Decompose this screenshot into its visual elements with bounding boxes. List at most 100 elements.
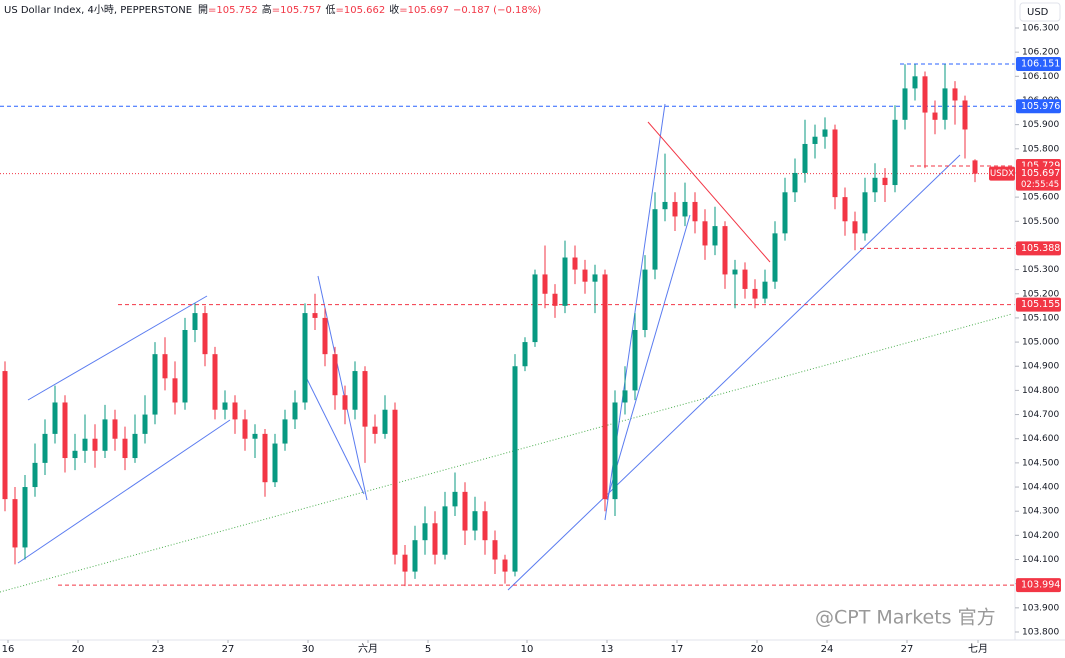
candle-body xyxy=(612,402,618,500)
candle-body xyxy=(182,330,188,403)
y-tick-label: 104.600 xyxy=(1022,434,1059,444)
candle-body xyxy=(962,100,968,130)
ohlc-value: =105.752 xyxy=(208,5,258,16)
x-tick-label: 27 xyxy=(222,644,235,655)
price-tag-label: 105.729 xyxy=(1021,160,1060,171)
candle-body xyxy=(112,419,118,439)
candle-body xyxy=(682,201,688,217)
currency-button[interactable] xyxy=(1019,2,1061,22)
candle-body xyxy=(712,226,718,246)
candle-body xyxy=(282,419,288,444)
y-tick-label: 106.300 xyxy=(1022,24,1059,34)
candle-body xyxy=(142,414,148,434)
trend-line xyxy=(27,295,208,401)
candle-body xyxy=(202,313,208,355)
price-tag-label: 106.151 xyxy=(1021,58,1060,69)
candle-body xyxy=(442,506,448,555)
candle-body xyxy=(862,192,868,234)
candle-body xyxy=(662,201,668,210)
price-tag xyxy=(1016,56,1061,71)
candle-body xyxy=(582,269,588,282)
price-tag-label: 105.976 xyxy=(1021,101,1060,112)
candle-body xyxy=(882,177,888,186)
candle-body xyxy=(892,119,898,186)
candle-body xyxy=(902,88,908,120)
candle-body xyxy=(92,438,98,451)
candle-body xyxy=(872,177,878,193)
y-tick-label: 104.900 xyxy=(1022,362,1059,372)
y-tick-label: 104.500 xyxy=(1022,458,1059,468)
candle-body xyxy=(932,112,938,120)
symbol-tag-label: USDX xyxy=(990,169,1014,179)
x-tick-label: 5 xyxy=(425,644,431,655)
candle-body xyxy=(652,209,658,270)
candle-body xyxy=(812,136,818,144)
candle-body xyxy=(192,313,198,330)
candle-body xyxy=(402,554,408,572)
candle-body xyxy=(702,221,708,246)
candle-body xyxy=(592,274,598,282)
price-tag xyxy=(1016,578,1061,593)
candle-body xyxy=(62,402,68,459)
candle-body xyxy=(162,354,168,379)
candle-body xyxy=(492,540,498,560)
candle-body xyxy=(292,402,298,420)
candle-body xyxy=(562,257,568,306)
y-tick-label: 105.600 xyxy=(1022,193,1059,203)
candle-body xyxy=(22,487,28,548)
candle-body xyxy=(832,129,838,198)
ohlc-label: 高 xyxy=(262,3,272,16)
candle-body xyxy=(422,523,428,541)
x-tick-label: 六月 xyxy=(358,643,378,655)
trend-line xyxy=(606,214,691,501)
price-tag-label: 105.388 xyxy=(1021,243,1060,254)
x-tick-label: 30 xyxy=(302,644,315,655)
candle-body xyxy=(412,540,418,572)
candle-body xyxy=(802,143,808,173)
candle-body xyxy=(922,76,928,113)
symbol-title: US Dollar Index, 4小時, PEPPERSTONE xyxy=(4,4,192,16)
candle-body xyxy=(122,438,128,459)
candle-body xyxy=(252,433,258,439)
trend-line xyxy=(0,313,1013,593)
candle-body xyxy=(622,390,628,403)
candle-body xyxy=(792,172,798,193)
x-tick-label: 23 xyxy=(152,644,165,655)
candle-body xyxy=(632,330,638,391)
y-tick-label: 105.300 xyxy=(1022,265,1059,275)
candle-body xyxy=(522,342,528,367)
candle-body xyxy=(262,433,268,483)
price-tag-label: 105.155 xyxy=(1021,299,1060,310)
candle-body xyxy=(952,88,958,101)
candle-body xyxy=(502,559,508,572)
candle-body xyxy=(772,233,778,282)
candle-body xyxy=(392,409,398,555)
watermark: @CPT Markets 官方 xyxy=(815,607,996,629)
countdown: 02:55:45 xyxy=(1021,180,1059,190)
y-tick-label: 104.700 xyxy=(1022,410,1059,420)
candle-body xyxy=(152,354,158,415)
x-tick-label: 10 xyxy=(521,644,534,655)
candle-body xyxy=(762,281,768,299)
y-tick-label: 105.100 xyxy=(1022,313,1059,323)
candle-body xyxy=(482,511,488,541)
price-tags: 106.151 105.976 105.729 105.388 105.155 103.9… xyxy=(989,56,1061,593)
symbol-tag xyxy=(989,166,1015,181)
candle-body xyxy=(312,313,318,318)
candle-body xyxy=(322,317,328,355)
candle-body xyxy=(512,366,518,572)
candle-body xyxy=(782,192,788,234)
x-tick-label: 24 xyxy=(821,644,834,655)
y-tick-label: 106.100 xyxy=(1022,72,1059,82)
y-tick-label: 104.400 xyxy=(1022,483,1059,493)
candle-body xyxy=(822,129,828,137)
y-tick-label: 103.900 xyxy=(1022,603,1059,613)
y-tick-label: 105.800 xyxy=(1022,144,1059,154)
y-tick-label: 104.800 xyxy=(1022,386,1059,396)
trend-line xyxy=(17,419,231,564)
x-tick-label: 七月 xyxy=(968,643,988,655)
candles xyxy=(0,63,1015,587)
candle-body xyxy=(532,274,538,343)
